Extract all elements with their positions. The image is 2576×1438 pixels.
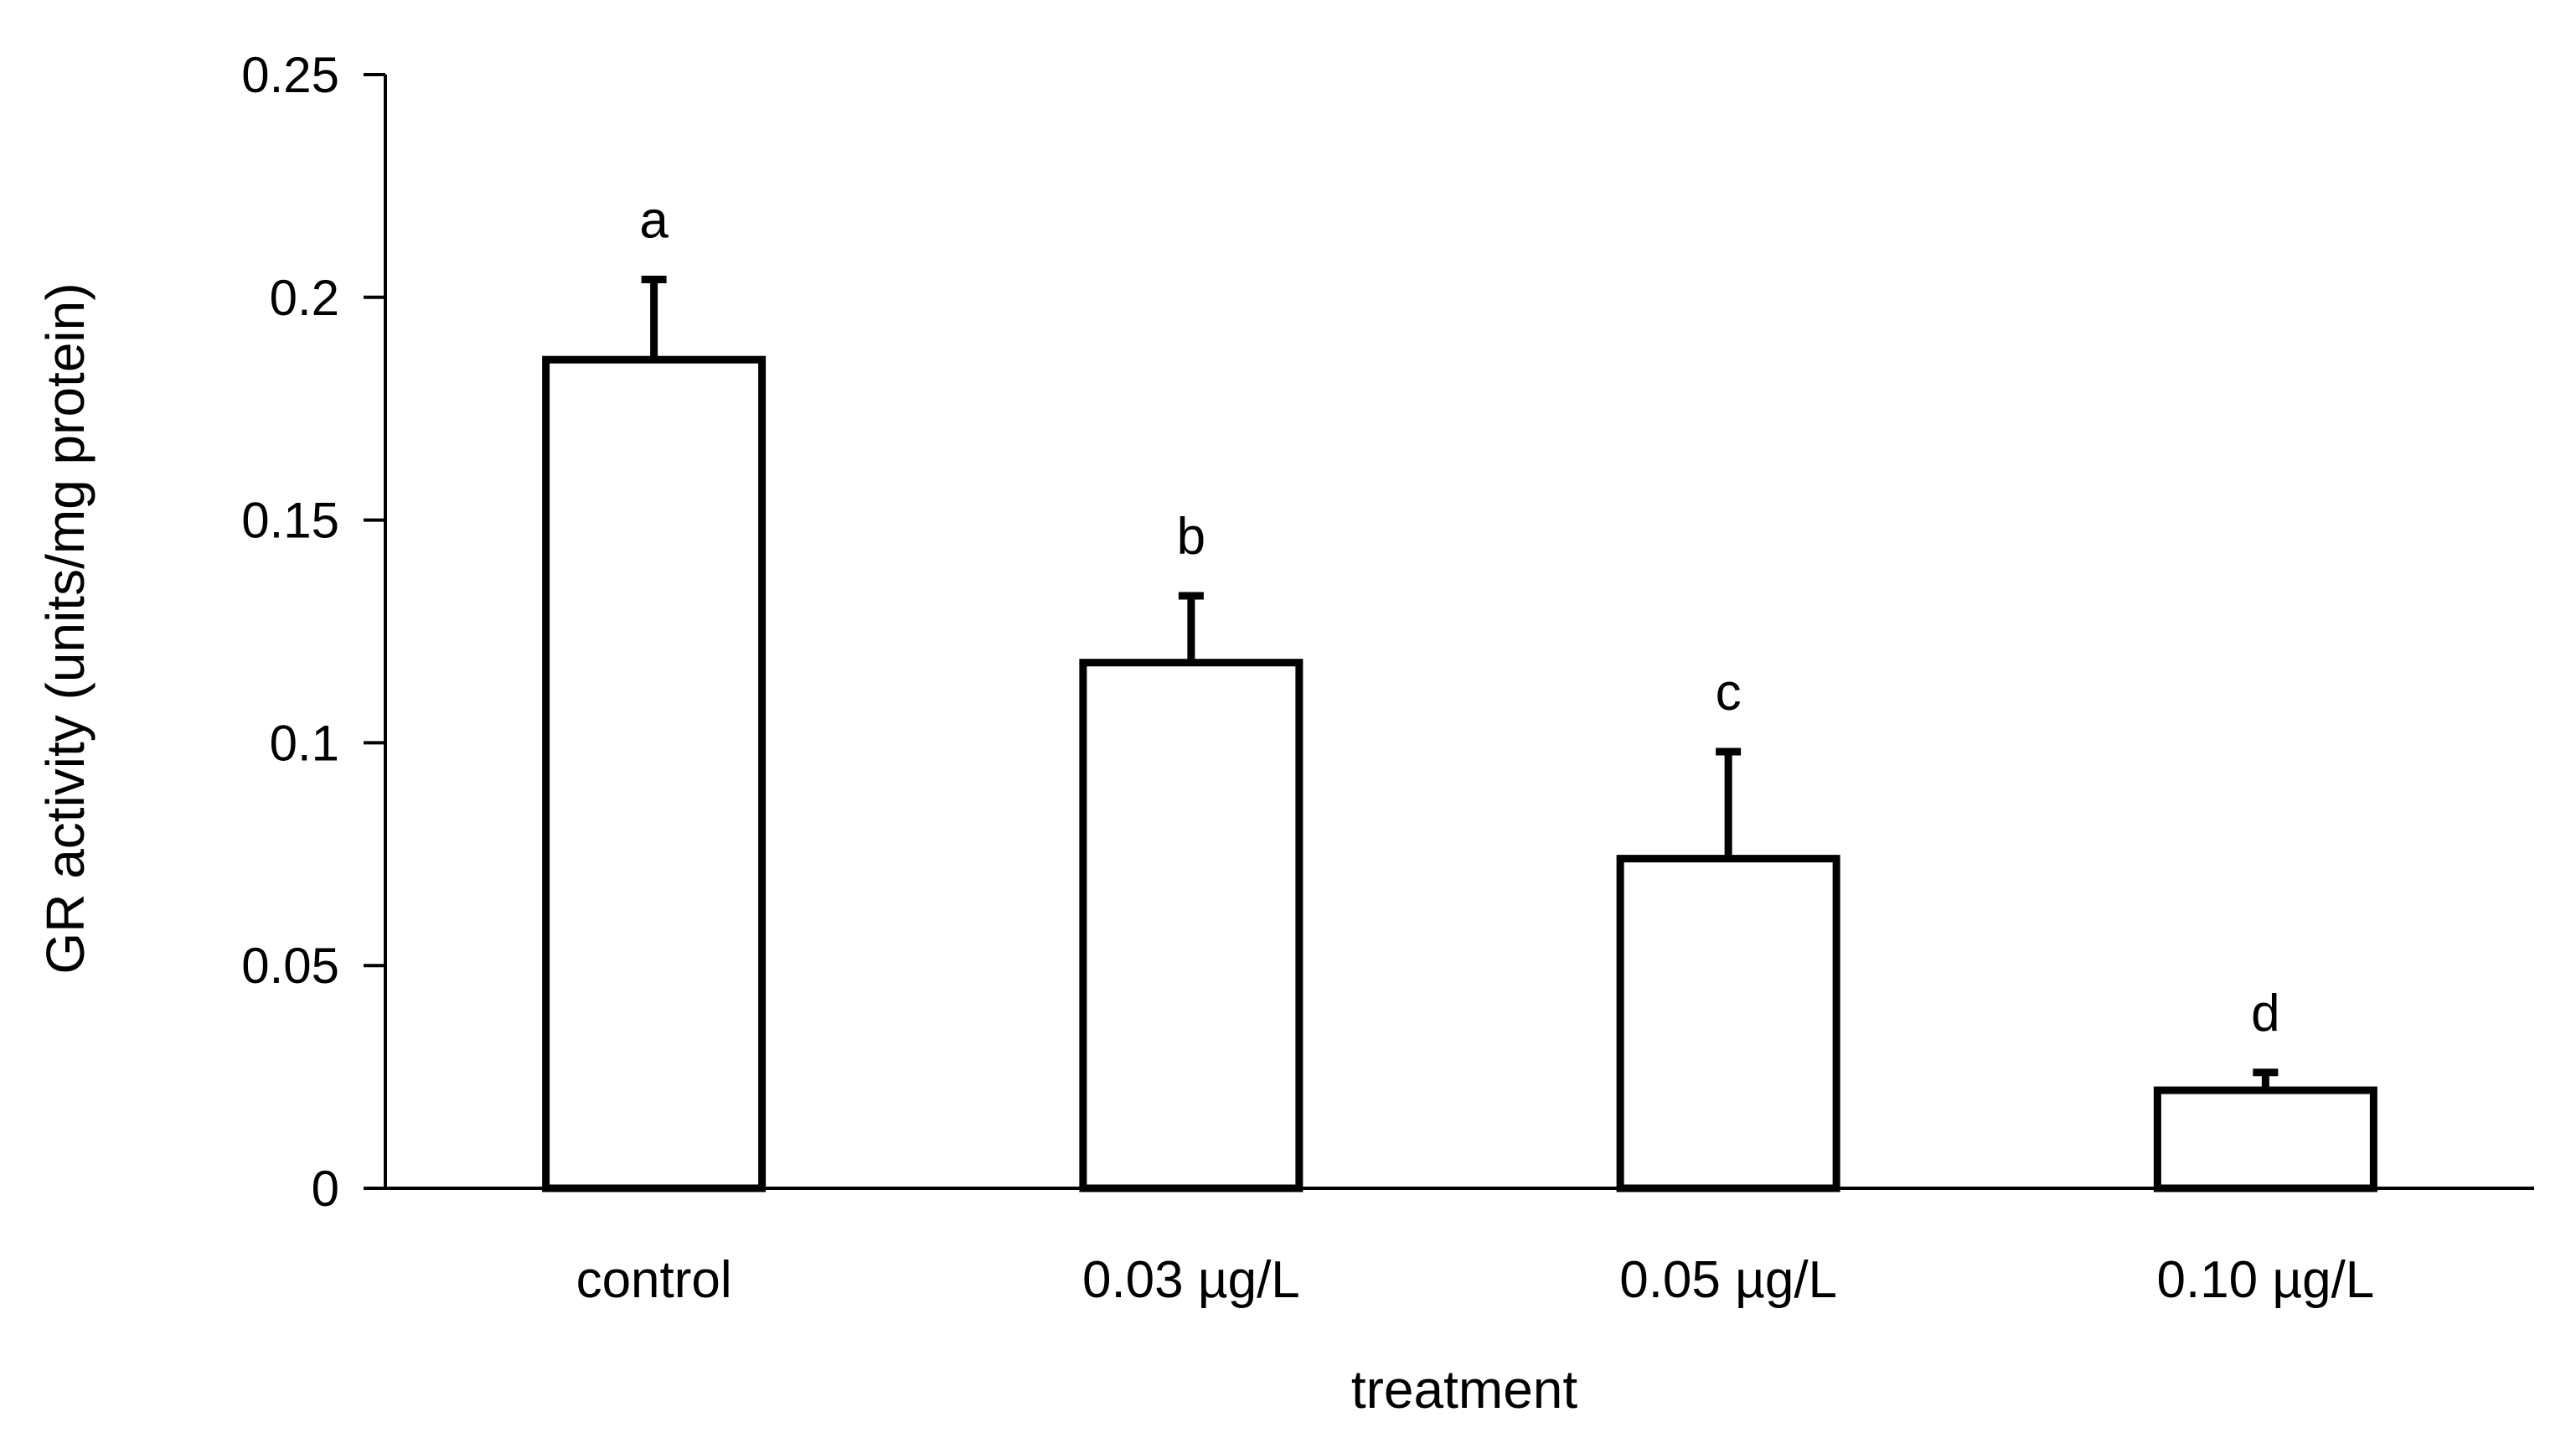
bar <box>1616 855 1840 1192</box>
bar <box>1079 659 1303 1192</box>
x-tick-label: 0.05 µg/L <box>1619 1251 1837 1309</box>
y-axis: 0 0.05 0.1 0.15 0.2 0.25 <box>241 47 387 1217</box>
x-tick-label: control <box>576 1251 732 1309</box>
x-axis-title: treatment <box>1351 1359 1578 1420</box>
y-tick-label: 0.2 <box>270 270 339 326</box>
x-axis: control 0.03 µg/L 0.05 µg/L 0.10 µg/L <box>385 1187 2534 1309</box>
y-tick-label: 0.05 <box>241 938 339 994</box>
x-tick-label: 0.03 µg/L <box>1082 1251 1300 1309</box>
significance-label: d <box>2251 985 2279 1042</box>
significance-label: c <box>1716 664 1742 722</box>
significance-label: b <box>1177 508 1205 566</box>
bar <box>542 355 767 1192</box>
y-tick-label: 0.15 <box>241 493 339 549</box>
y-axis-title: GR activity (units/mg protein) <box>35 282 96 974</box>
y-tick-label: 0.1 <box>270 715 339 771</box>
x-tick-label: 0.10 µg/L <box>2156 1251 2374 1309</box>
bar <box>2153 1086 2377 1192</box>
significance-label: a <box>639 192 669 250</box>
significance-labels: a b c d <box>639 192 2279 1042</box>
error-bars <box>641 276 2279 1091</box>
y-tick-label: 0 <box>312 1161 339 1217</box>
y-tick-label: 0.25 <box>241 47 339 103</box>
bars <box>542 355 2377 1192</box>
